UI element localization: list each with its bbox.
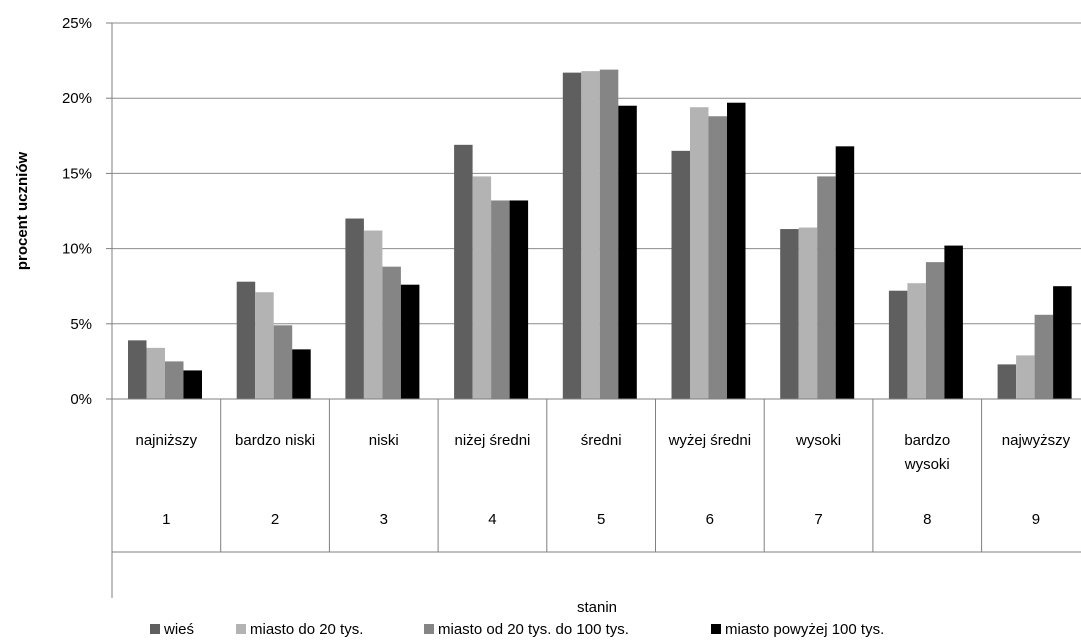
x-axis-title: stanin	[577, 599, 617, 616]
bar	[345, 218, 364, 399]
bar	[1034, 314, 1054, 399]
bar	[888, 290, 908, 399]
legend-swatch	[236, 624, 246, 634]
bar	[690, 107, 709, 399]
legend-swatch	[150, 624, 160, 634]
legend-label: miasto do 20 tys.	[250, 621, 363, 638]
bar	[363, 230, 383, 399]
bar	[581, 71, 600, 400]
bar	[907, 283, 926, 399]
bar	[128, 340, 147, 399]
bar	[618, 105, 637, 399]
category-number: 9	[1032, 511, 1040, 528]
y-tick-label: 0%	[70, 391, 92, 408]
bar	[400, 284, 420, 399]
bar	[509, 200, 529, 399]
y-tick-label: 20%	[62, 90, 92, 107]
axes	[106, 22, 1081, 598]
legend-label: miasto powyżej 100 tys.	[725, 621, 884, 638]
y-tick-label: 10%	[62, 241, 92, 258]
bar	[491, 200, 510, 399]
y-axis-title: procent uczniów	[14, 152, 31, 271]
category-number: 6	[706, 511, 714, 528]
bar	[671, 150, 690, 399]
category-label: wysoki	[904, 456, 950, 473]
category-number: 7	[814, 511, 822, 528]
category-number: 8	[923, 511, 931, 528]
bar	[944, 245, 963, 399]
bar	[236, 281, 256, 399]
bar	[562, 72, 582, 399]
category-number: 1	[162, 511, 170, 528]
bar	[1016, 355, 1035, 399]
category-label: bardzo	[904, 432, 950, 449]
y-tick-label: 5%	[70, 316, 92, 333]
bar	[708, 116, 727, 400]
legend-label: miasto od 20 tys. do 100 tys.	[438, 621, 629, 638]
bar	[255, 292, 274, 399]
bar	[165, 361, 184, 399]
category-label: niski	[369, 432, 399, 449]
y-tick-label: 25%	[62, 15, 92, 32]
bar	[146, 347, 165, 399]
category-label: najniższy	[135, 432, 197, 449]
category-number: 5	[597, 511, 605, 528]
bar	[382, 266, 401, 399]
legend: wieś miasto do 20 tys. miasto od 20 tys. d…	[150, 621, 884, 638]
bar	[183, 370, 202, 399]
category-label: niżej średni	[455, 432, 531, 449]
bar	[472, 176, 492, 399]
bar	[599, 69, 619, 400]
category-label: najwyższy	[1002, 432, 1071, 449]
bar	[1053, 286, 1072, 399]
axis-labels: 0% 5% 10% 15% 20% 25% najniższy 1 bardzo niski 2 n…	[14, 15, 1071, 616]
category-label: wyżej średni	[668, 432, 752, 449]
category-label: średni	[581, 432, 622, 449]
category-number: 2	[271, 511, 279, 528]
bar	[727, 102, 746, 399]
bar	[925, 262, 945, 399]
bar	[817, 176, 836, 399]
legend-label: wieś	[163, 621, 194, 638]
bar	[997, 364, 1017, 399]
bar	[273, 325, 293, 399]
legend-swatch	[424, 624, 434, 634]
category-number: 3	[380, 511, 388, 528]
bar	[835, 146, 855, 399]
y-tick-label: 15%	[62, 165, 92, 182]
legend-swatch	[711, 624, 721, 634]
category-label: wysoki	[795, 432, 841, 449]
category-label: bardzo niski	[235, 432, 315, 449]
bar	[780, 229, 799, 399]
bars	[128, 69, 1072, 400]
bar	[292, 349, 311, 399]
bar	[454, 144, 473, 399]
category-number: 4	[488, 511, 496, 528]
bar	[798, 227, 818, 399]
